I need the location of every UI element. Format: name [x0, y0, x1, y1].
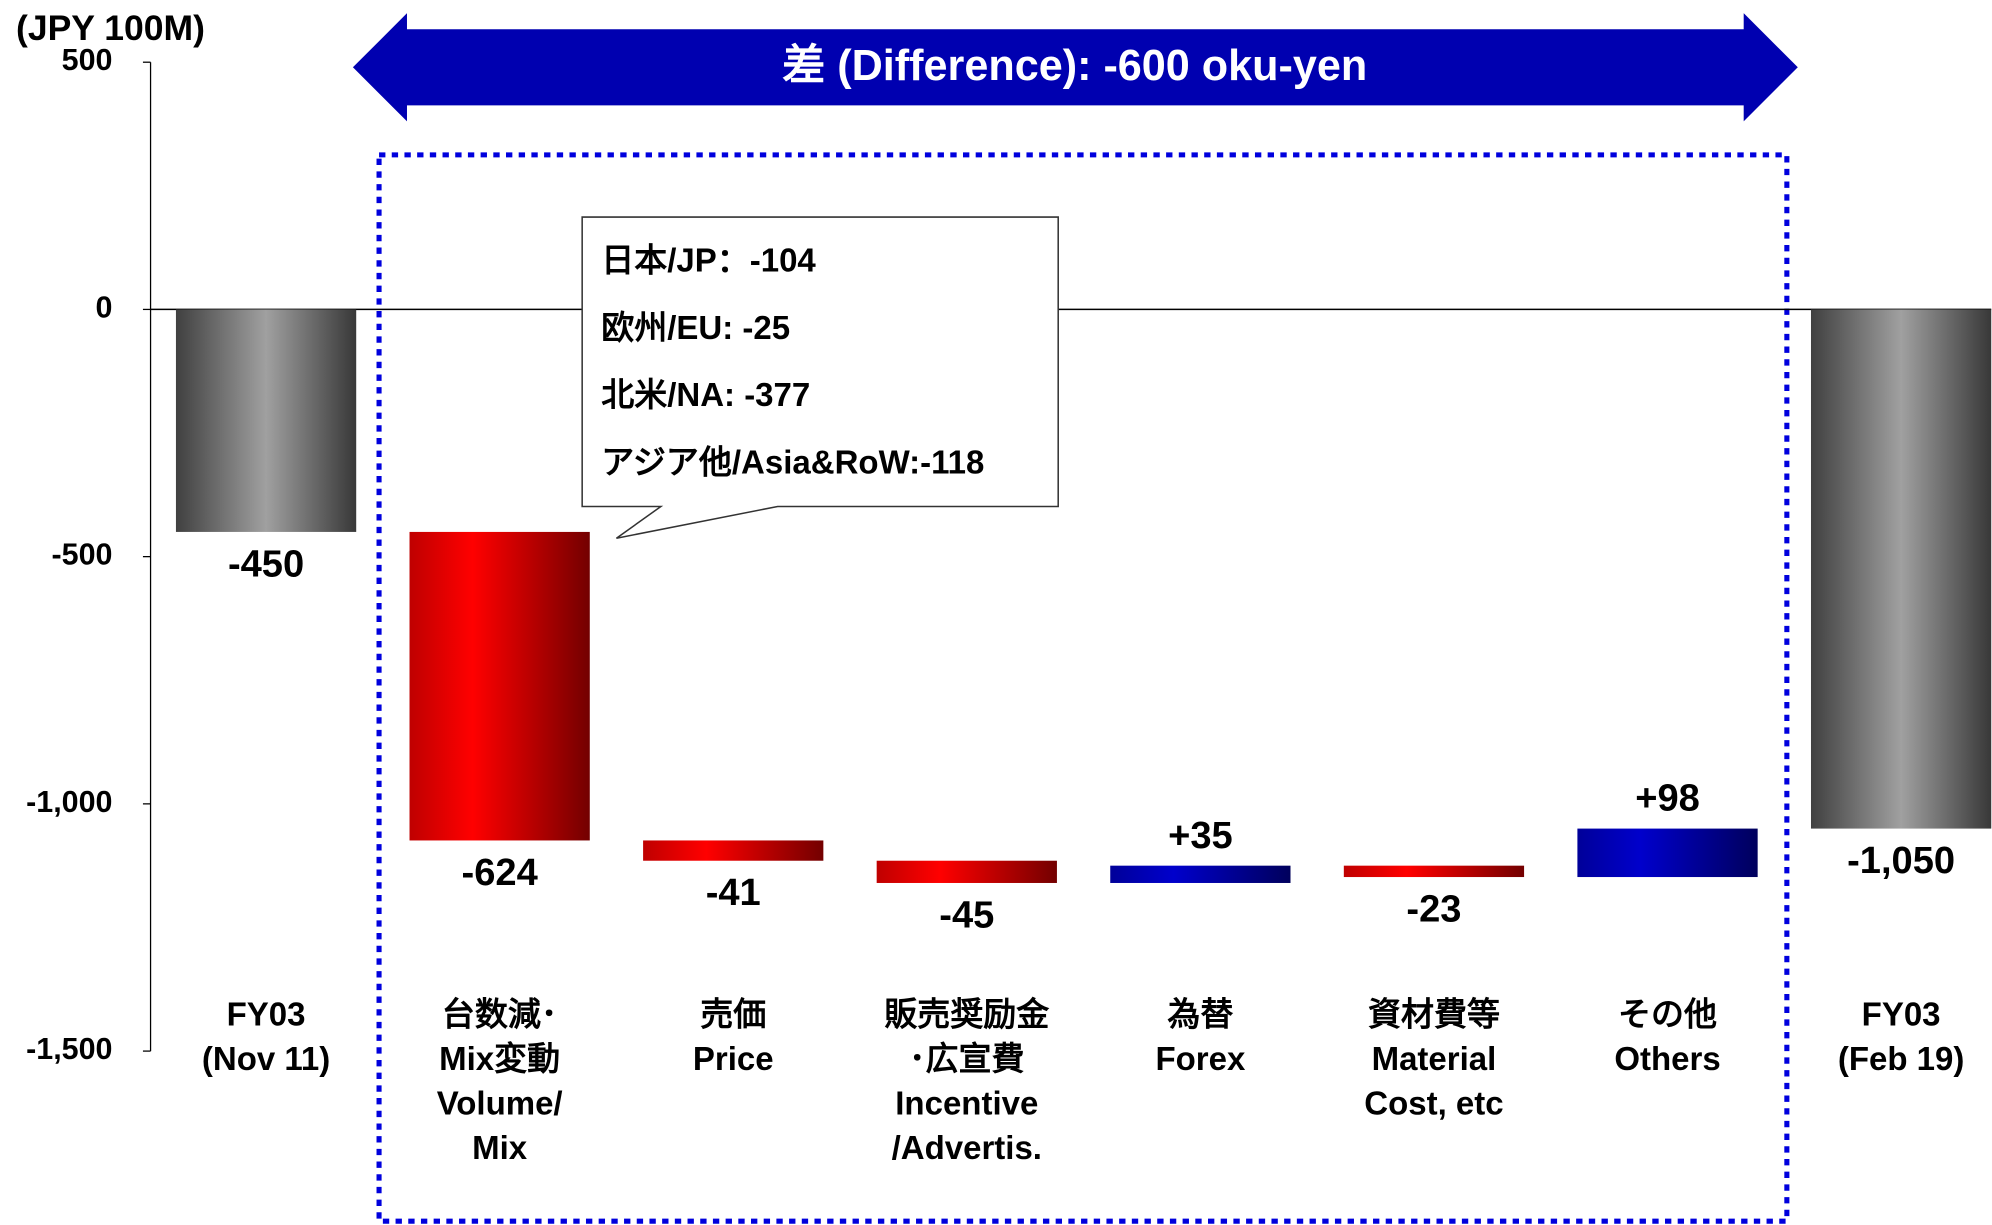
value-label: -41	[706, 872, 761, 914]
callout-line: 北米/NA: -377	[601, 376, 810, 413]
value-label: +35	[1168, 815, 1233, 857]
x-tick-label: ･広宣費	[909, 1040, 1025, 1077]
x-tick-label: FY03	[227, 996, 306, 1033]
x-tick-label: 資材費等	[1368, 996, 1500, 1033]
bar	[175, 309, 357, 532]
value-label: -45	[939, 894, 994, 936]
bar	[1577, 828, 1758, 878]
y-tick-label: -500	[52, 538, 113, 572]
bracket-box	[376, 152, 1790, 1224]
y-tick-label: -1,000	[26, 785, 112, 819]
y-tick-label: 0	[96, 290, 113, 324]
x-tick-label: Others	[1614, 1040, 1720, 1077]
bar	[1110, 865, 1291, 883]
x-tick-label: Volume/	[437, 1084, 563, 1121]
x-tick-label: FY03	[1862, 996, 1941, 1033]
bar	[1810, 309, 1992, 829]
x-tick-label: Mix変動	[439, 1040, 560, 1077]
x-tick-label: 販売奨励金	[884, 996, 1050, 1033]
callout-box	[581, 216, 1059, 539]
difference-arrow	[349, 7, 1802, 128]
bar	[643, 840, 824, 861]
bar	[409, 531, 590, 841]
x-tick-label: 為替	[1167, 996, 1233, 1033]
axis-label: (JPY 100M)	[16, 8, 205, 48]
x-tick-label: Forex	[1155, 1040, 1246, 1077]
x-tick-label: Incentive	[895, 1084, 1038, 1121]
y-tick-label: -1,500	[26, 1032, 112, 1066]
x-tick-label: その他	[1618, 996, 1717, 1033]
x-tick-label: (Nov 11)	[202, 1040, 330, 1077]
callout-line: 欧州/EU: -25	[601, 309, 790, 346]
callout-line: 日本/JP：-104	[601, 241, 816, 278]
value-label: -624	[462, 852, 538, 894]
x-tick-label: Mix	[472, 1129, 528, 1166]
x-tick-label: 台数減･	[442, 996, 558, 1033]
bar	[876, 860, 1057, 883]
x-tick-label: (Feb 19)	[1838, 1040, 1965, 1077]
x-tick-label: Price	[693, 1040, 774, 1077]
value-label: -450	[228, 543, 304, 585]
bar	[1343, 865, 1525, 878]
callout-line: アジア他/Asia&RoW:-118	[601, 443, 984, 480]
difference-label: 差 (Difference): -600 oku-yen	[782, 42, 1367, 90]
x-tick-label: Material	[1372, 1040, 1497, 1077]
x-tick-label: Cost, etc	[1364, 1084, 1503, 1121]
value-label: +98	[1635, 778, 1700, 820]
value-label: -23	[1406, 888, 1461, 930]
x-tick-label: /Advertis.	[892, 1129, 1042, 1166]
x-tick-label: 売価	[700, 996, 766, 1033]
value-label: -1,050	[1847, 840, 1955, 882]
y-tick-label: 500	[62, 43, 113, 77]
